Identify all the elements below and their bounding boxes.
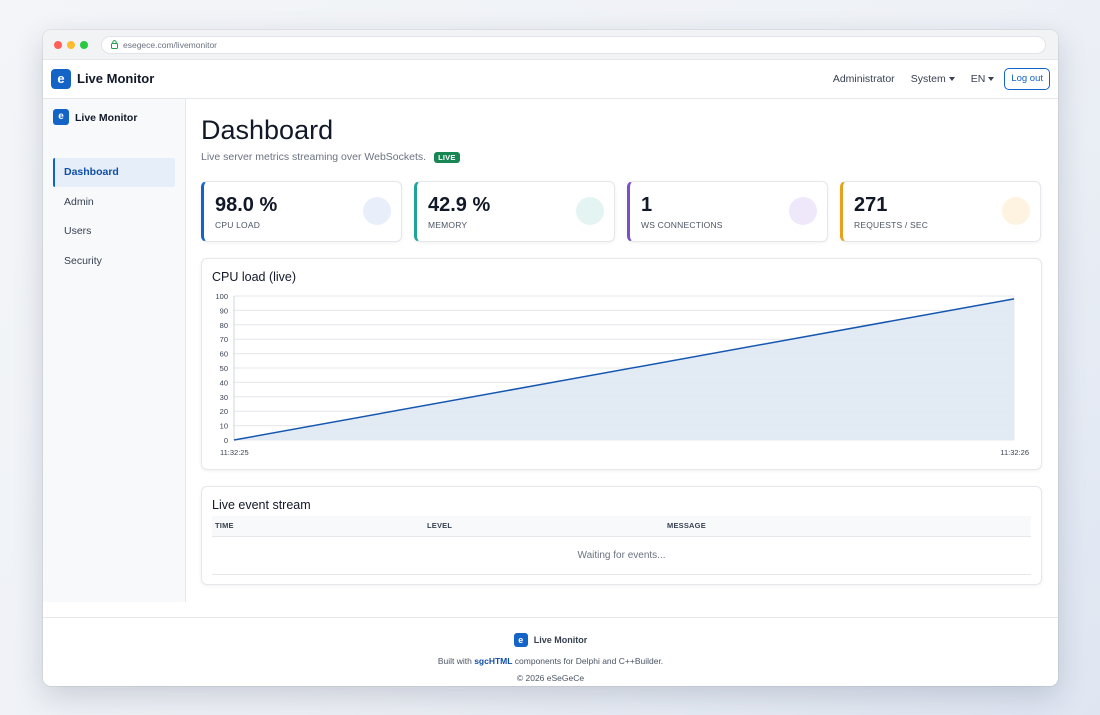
stat-value: 98.0 % <box>215 194 278 216</box>
top-navbar: e Live Monitor Administrator System EN L… <box>43 60 1058 99</box>
y-tick-label: 20 <box>220 407 228 416</box>
sidebar-brand: Live Monitor <box>75 112 138 124</box>
system-dropdown[interactable]: System <box>911 73 955 85</box>
y-tick-label: 40 <box>220 378 228 387</box>
user-name-label: Administrator <box>832 73 895 85</box>
footer: e Live Monitor Built with sgcHTML compon… <box>43 617 1058 686</box>
y-tick-label: 30 <box>220 393 228 402</box>
stat-icon-circle <box>363 197 391 225</box>
chevron-down-icon <box>988 77 995 81</box>
cpu-load-chart: 0 10 20 30 40 50 60 70 80 90 100 11:32:25 11:32:26 <box>215 292 1029 457</box>
y-tick-label: 90 <box>220 306 228 315</box>
sgchtml-link[interactable]: sgcHTML <box>474 656 513 666</box>
language-dropdown-label: EN <box>970 73 986 85</box>
empty-state-message: Waiting for events... <box>212 536 1031 575</box>
y-tick-label: 0 <box>224 436 228 445</box>
stat-card-cpu: 98.0 % CPU LOAD <box>201 181 402 242</box>
close-window-button[interactable] <box>54 41 62 49</box>
footer-brand-name: Live Monitor <box>533 635 588 645</box>
sidebar-menu: Dashboard Admin Users Security <box>53 158 175 276</box>
stat-value: 1 <box>641 194 653 216</box>
main-content: Dashboard Live server metrics streaming … <box>186 99 1058 602</box>
y-tick-label: 100 <box>215 292 228 301</box>
maximize-window-button[interactable] <box>80 41 88 49</box>
footer-logo-icon: e <box>513 633 528 647</box>
stat-label: CPU LOAD <box>215 220 261 230</box>
brand-name[interactable]: Live Monitor <box>77 71 155 86</box>
x-tick-label: 11:32:26 <box>1000 448 1029 457</box>
minimize-window-button[interactable] <box>67 41 75 49</box>
address-bar[interactable]: esegece.com/livemonitor <box>101 36 1046 54</box>
stat-icon-circle <box>576 197 604 225</box>
subtitle-text: Live server metrics streaming over WebSo… <box>201 151 427 163</box>
system-dropdown-label: System <box>910 73 946 85</box>
footer-copyright: © 2026 eSeGeCe <box>516 673 585 683</box>
built-prefix: Built with <box>437 656 475 666</box>
y-tick-label: 80 <box>220 321 228 330</box>
logout-button[interactable]: Log out <box>1004 68 1050 90</box>
navbar-right: Administrator System EN Log out <box>817 68 1050 90</box>
stat-card-memory: 42.9 % MEMORY <box>414 181 615 242</box>
footer-brand: e Live Monitor <box>43 633 1058 647</box>
stats-row: 98.0 % CPU LOAD 42.9 % MEMORY 1 WS CONNE… <box>201 181 1042 242</box>
column-header-message: MESSAGE <box>664 516 1031 537</box>
event-table-header: TIME LEVEL MESSAGE <box>212 516 1031 537</box>
stat-label: REQUESTS / SEC <box>854 220 929 230</box>
event-stream-card: Live event stream TIME LEVEL MESSAGE Wai… <box>201 486 1042 585</box>
sidebar-item-security[interactable]: Security <box>64 254 102 267</box>
brand-logo-icon[interactable]: e <box>51 69 71 89</box>
language-dropdown[interactable]: EN <box>971 73 995 85</box>
sidebar-logo-icon: e <box>53 109 69 125</box>
table-row: Waiting for events... <box>212 536 1031 575</box>
page-title: Dashboard <box>201 115 334 145</box>
x-tick-label: 11:32:25 <box>220 448 249 457</box>
y-tick-label: 70 <box>220 335 228 344</box>
stat-icon-circle <box>789 197 817 225</box>
browser-window: esegece.com/livemonitor e Live Monitor A… <box>43 30 1058 686</box>
lock-icon <box>111 40 118 49</box>
stat-value: 271 <box>854 194 888 216</box>
column-header-level: LEVEL <box>424 516 664 537</box>
sidebar: e Live Monitor Dashboard Admin Users Sec… <box>43 99 186 602</box>
stat-icon-circle <box>1002 197 1030 225</box>
stat-card-ws-connections: 1 WS CONNECTIONS <box>627 181 828 242</box>
cpu-series-line <box>233 298 1015 441</box>
event-table: TIME LEVEL MESSAGE Waiting for events... <box>212 516 1031 575</box>
chart-title: CPU load (live) <box>212 270 297 284</box>
sidebar-item-users[interactable]: Users <box>64 225 92 237</box>
built-suffix: components for Delphi and C++Builder. <box>512 656 664 666</box>
url-text: esegece.com/livemonitor <box>123 40 218 50</box>
event-stream-title: Live event stream <box>212 498 311 512</box>
stat-label: MEMORY <box>428 220 468 230</box>
live-badge: LIVE <box>434 151 460 163</box>
y-tick-label: 60 <box>220 350 228 359</box>
stat-value: 42.9 % <box>428 194 491 216</box>
stat-card-requests: 271 REQUESTS / SEC <box>840 181 1041 242</box>
cpu-chart-card: CPU load (live) 0 10 20 30 40 50 60 70 80 90 100 11… <box>201 258 1042 470</box>
sidebar-item-dashboard[interactable]: Dashboard <box>53 158 175 187</box>
sidebar-item-admin[interactable]: Admin <box>64 195 94 208</box>
footer-built-with: Built with sgcHTML components for Delphi… <box>43 656 1058 666</box>
stat-label: WS CONNECTIONS <box>641 220 723 230</box>
y-tick-label: 50 <box>220 364 228 373</box>
column-header-time: TIME <box>212 516 424 537</box>
chevron-down-icon <box>948 77 955 81</box>
user-name-link[interactable]: Administrator <box>833 73 895 85</box>
browser-chrome: esegece.com/livemonitor <box>43 30 1058 60</box>
y-tick-label: 10 <box>220 422 228 431</box>
page-subtitle: Live server metrics streaming over WebSo… <box>201 151 460 163</box>
